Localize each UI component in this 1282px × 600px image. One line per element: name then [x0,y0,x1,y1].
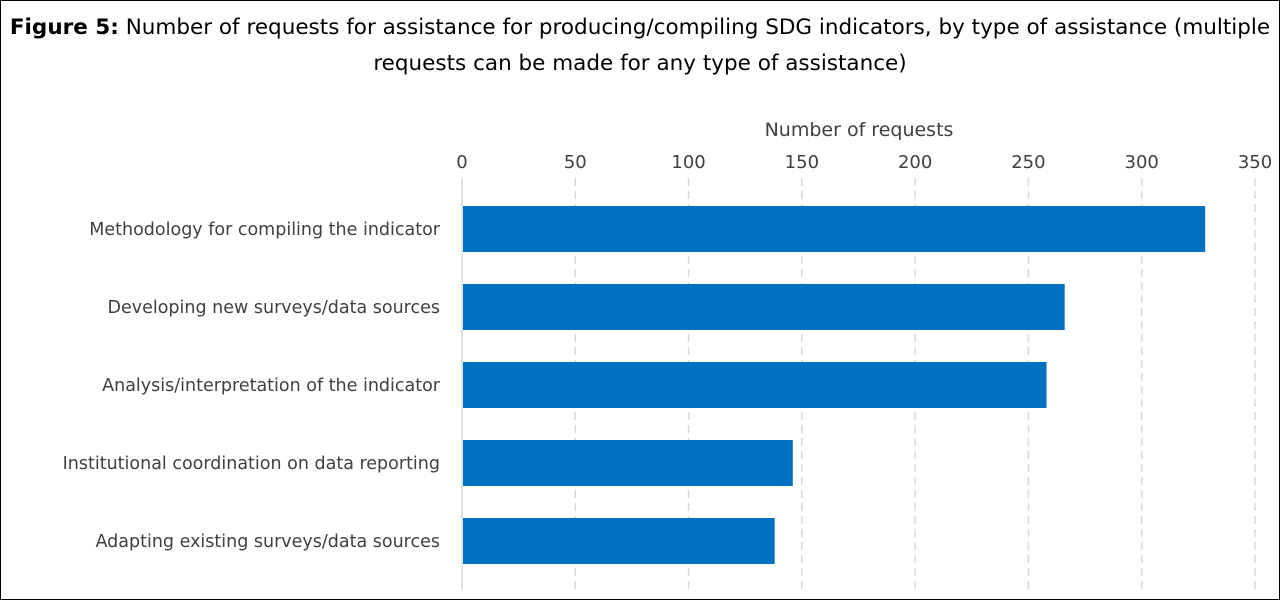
x-tick-label: 100 [671,152,705,173]
bar [463,206,1206,252]
figure-label: Figure 5: [9,15,119,40]
x-tick-label: 350 [1238,152,1272,173]
bar [463,362,1047,408]
x-axis-title: Number of requests [765,119,954,141]
category-label: Developing new surveys/data sources [107,298,440,318]
bar [463,518,775,564]
category-label: Adapting existing surveys/data sources [96,532,440,552]
x-tick-label: 300 [1125,152,1159,173]
category-label: Analysis/interpretation of the indicator [102,376,441,396]
x-tick-label: 50 [564,152,587,173]
x-tick-label: 150 [785,152,819,173]
figure-title: Figure 5: Number of requests for assista… [7,10,1273,82]
x-tick-label: 250 [1011,152,1045,173]
x-tick-label: 0 [456,152,467,173]
figure-caption: Number of requests for assistance for pr… [125,15,1271,76]
category-label: Methodology for compiling the indicator [89,220,441,240]
bar [463,440,793,486]
bar [463,284,1065,330]
category-label: Institutional coordination on data repor… [63,454,440,474]
x-tick-label: 200 [898,152,932,173]
